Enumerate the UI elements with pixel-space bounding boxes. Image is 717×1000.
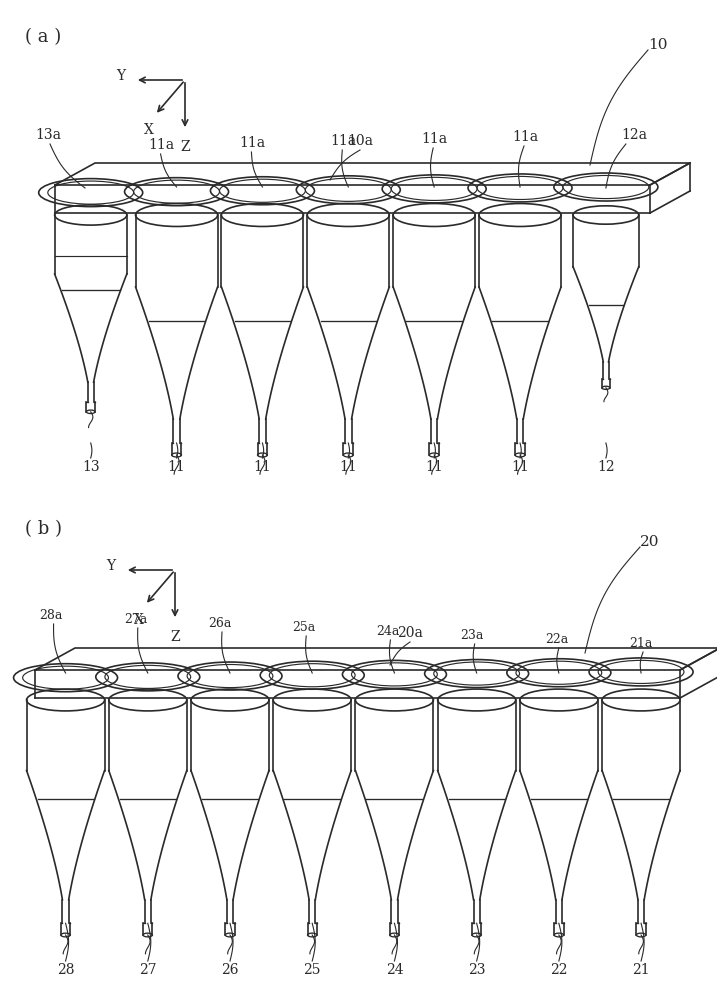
Text: X: X bbox=[134, 613, 144, 627]
Text: X: X bbox=[144, 123, 154, 137]
Text: 11: 11 bbox=[339, 460, 357, 474]
Text: 11: 11 bbox=[168, 460, 186, 474]
Text: 28: 28 bbox=[57, 963, 75, 977]
Text: 23: 23 bbox=[468, 963, 485, 977]
Text: 20a: 20a bbox=[397, 626, 423, 640]
Text: 22a: 22a bbox=[545, 633, 568, 646]
Text: Y: Y bbox=[106, 559, 115, 573]
Text: 11a: 11a bbox=[239, 136, 265, 150]
Text: 24a: 24a bbox=[376, 625, 400, 638]
Text: 26: 26 bbox=[222, 963, 239, 977]
Text: 28a: 28a bbox=[39, 609, 63, 622]
Text: 27: 27 bbox=[139, 963, 156, 977]
Text: ( b ): ( b ) bbox=[25, 520, 62, 538]
Text: 11: 11 bbox=[511, 460, 529, 474]
Text: 13a: 13a bbox=[35, 128, 61, 142]
Text: 11: 11 bbox=[425, 460, 443, 474]
Text: 24: 24 bbox=[386, 963, 403, 977]
Text: 12: 12 bbox=[597, 460, 614, 474]
Text: 25: 25 bbox=[303, 963, 321, 977]
Text: 27a: 27a bbox=[124, 613, 147, 626]
Text: 22: 22 bbox=[550, 963, 568, 977]
Text: 20: 20 bbox=[640, 535, 660, 549]
Text: 10: 10 bbox=[648, 38, 668, 52]
Text: 26a: 26a bbox=[208, 617, 232, 630]
Text: 25a: 25a bbox=[293, 621, 315, 634]
Text: 11a: 11a bbox=[421, 132, 447, 146]
Text: 11: 11 bbox=[254, 460, 271, 474]
Text: 13: 13 bbox=[82, 460, 100, 474]
Text: Y: Y bbox=[116, 69, 125, 83]
Text: 21: 21 bbox=[632, 963, 650, 977]
Text: 11a: 11a bbox=[512, 130, 538, 144]
Text: ( a ): ( a ) bbox=[25, 28, 61, 46]
Text: 10a: 10a bbox=[347, 134, 373, 148]
Text: 11a: 11a bbox=[148, 138, 175, 152]
Text: 12a: 12a bbox=[621, 128, 647, 142]
Text: 23a: 23a bbox=[460, 629, 484, 642]
Text: 21a: 21a bbox=[629, 637, 652, 650]
Text: 11a: 11a bbox=[331, 134, 356, 148]
Text: Z: Z bbox=[180, 140, 190, 154]
Text: Z: Z bbox=[170, 630, 180, 644]
